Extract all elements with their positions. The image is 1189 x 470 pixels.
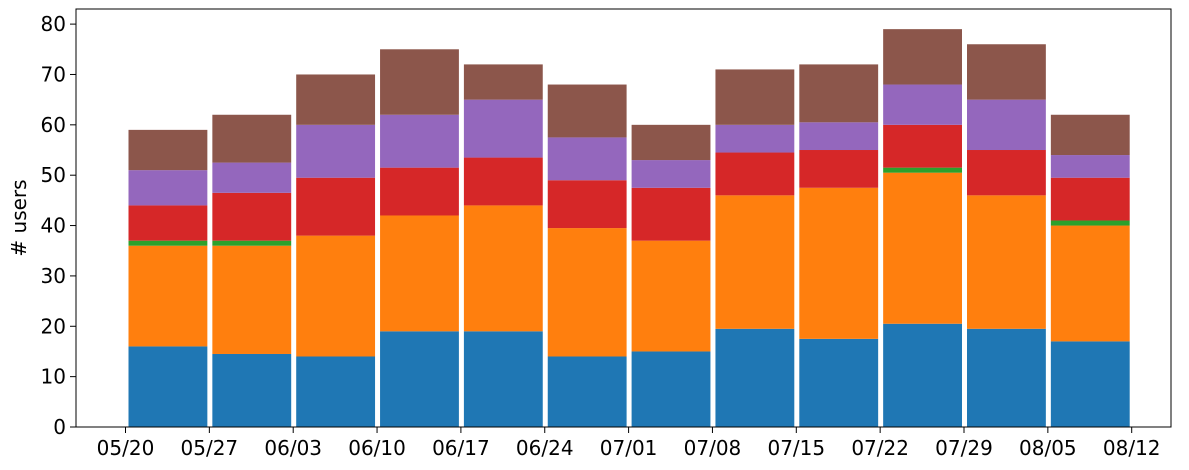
bar-segment-06-03-series-1 — [296, 356, 376, 427]
bar-segment-08-05-series-4 — [1050, 177, 1130, 221]
bar-segment-06-17-series-6 — [463, 64, 543, 100]
bar-segment-05-27-series-1 — [212, 353, 292, 427]
bar-segment-06-10-series-1 — [380, 331, 459, 427]
bars-layer — [128, 29, 1130, 427]
bar-segment-06-10-series-5 — [380, 114, 459, 168]
bar-segment-07-29-series-2 — [967, 195, 1046, 329]
bar-segment-06-24-series-5 — [547, 137, 627, 181]
y-tick-label: 60 — [41, 113, 66, 137]
bar-segment-07-22-series-4 — [883, 124, 962, 168]
bar-segment-07-01-series-6 — [631, 124, 711, 161]
bar-segment-07-22-series-6 — [883, 29, 962, 85]
y-tick-label: 0 — [53, 415, 66, 439]
bar-segment-06-03-series-6 — [296, 74, 376, 125]
x-tick-label: 05/27 — [181, 436, 239, 460]
bar-segment-06-17-series-1 — [463, 331, 543, 427]
bar-segment-07-01-series-4 — [631, 187, 711, 241]
bar-segment-05-27-series-5 — [212, 162, 292, 193]
y-tick-label: 20 — [41, 314, 66, 338]
y-axis-label: # users — [7, 179, 31, 256]
bar-segment-06-10-series-4 — [380, 167, 459, 216]
y-axis: 0 10 20 30 40 50 60 70 80 — [41, 12, 76, 439]
bar-segment-05-20-series-5 — [128, 170, 208, 206]
bar-segment-07-01-series-2 — [631, 240, 711, 352]
bar-segment-07-08-series-1 — [715, 328, 795, 427]
bar-segment-08-05-series-2 — [1050, 225, 1130, 342]
bar-segment-07-01-series-1 — [631, 351, 711, 427]
x-tick-label: 07/15 — [767, 436, 825, 460]
bar-segment-07-01-series-5 — [631, 160, 711, 188]
bar-segment-07-15-series-4 — [799, 150, 879, 188]
bar-segment-07-15-series-2 — [799, 187, 879, 339]
bar-segment-05-20-series-1 — [128, 346, 208, 427]
x-tick-label: 08/05 — [1019, 436, 1077, 460]
bar-segment-05-27-series-2 — [212, 245, 292, 354]
bar-segment-06-24-series-1 — [547, 356, 627, 427]
bar-segment-07-08-series-6 — [715, 69, 795, 125]
x-tick-label: 05/20 — [97, 436, 155, 460]
bar-segment-07-29-series-1 — [967, 328, 1046, 427]
bar-segment-06-24-series-2 — [547, 228, 627, 357]
bar-segment-06-10-series-6 — [380, 49, 459, 115]
y-tick-label: 40 — [41, 214, 66, 238]
bar-segment-07-29-series-5 — [967, 99, 1046, 151]
bar-segment-07-15-series-5 — [799, 122, 879, 151]
x-tick-label: 06/10 — [348, 436, 406, 460]
bar-segment-07-29-series-4 — [967, 150, 1046, 196]
bar-segment-06-17-series-5 — [463, 99, 543, 158]
x-tick-label: 07/29 — [935, 436, 993, 460]
x-tick-label: 07/08 — [684, 436, 742, 460]
bar-segment-05-20-series-4 — [128, 205, 208, 241]
bar-segment-05-27-series-6 — [212, 114, 292, 163]
bar-segment-06-03-series-2 — [296, 235, 376, 357]
y-tick-label: 80 — [41, 12, 66, 36]
bar-segment-05-27-series-3 — [212, 240, 292, 246]
bar-segment-05-20-series-6 — [128, 129, 208, 171]
bar-segment-07-22-series-1 — [883, 323, 962, 427]
x-tick-label: 06/03 — [264, 436, 322, 460]
bar-segment-08-05-series-3 — [1050, 220, 1130, 226]
bar-segment-07-08-series-2 — [715, 195, 795, 329]
x-tick-label: 06/24 — [516, 436, 574, 460]
bar-segment-07-08-series-5 — [715, 124, 795, 153]
bar-segment-06-17-series-2 — [463, 205, 543, 332]
bar-segment-06-24-series-4 — [547, 180, 627, 229]
bar-segment-08-05-series-1 — [1050, 341, 1130, 427]
bar-segment-08-05-series-5 — [1050, 155, 1130, 178]
bar-segment-07-29-series-6 — [967, 44, 1046, 100]
bar-segment-08-05-series-6 — [1050, 114, 1130, 156]
plot-frame — [75, 8, 1172, 428]
bar-segment-06-10-series-2 — [380, 215, 459, 332]
x-tick-label: 07/22 — [851, 436, 909, 460]
bar-segment-05-27-series-4 — [212, 192, 292, 241]
y-tick-label: 70 — [41, 62, 66, 86]
bar-segment-06-24-series-6 — [547, 84, 627, 138]
bar-segment-07-22-series-5 — [883, 84, 962, 125]
y-tick-label: 50 — [41, 163, 66, 187]
bar-segment-05-20-series-2 — [128, 245, 208, 347]
bar-segment-06-17-series-4 — [463, 157, 543, 206]
x-tick-label: 07/01 — [600, 436, 658, 460]
bar-segment-07-08-series-4 — [715, 152, 795, 196]
x-axis: 05/20 05/27 06/03 06/10 06/17 06/24 07/01 07/08… — [97, 427, 1161, 460]
bar-segment-06-03-series-5 — [296, 124, 376, 178]
y-tick-label: 10 — [41, 365, 66, 389]
bar-segment-07-22-series-2 — [883, 172, 962, 324]
bar-segment-07-22-series-3 — [883, 167, 962, 173]
bar-segment-07-15-series-6 — [799, 64, 879, 123]
x-tick-label: 08/12 — [1103, 436, 1161, 460]
x-tick-label: 06/17 — [432, 436, 490, 460]
bar-segment-05-20-series-3 — [128, 240, 208, 246]
bar-segment-07-15-series-1 — [799, 338, 879, 427]
bar-segment-06-03-series-4 — [296, 177, 376, 236]
y-tick-label: 30 — [41, 264, 66, 288]
